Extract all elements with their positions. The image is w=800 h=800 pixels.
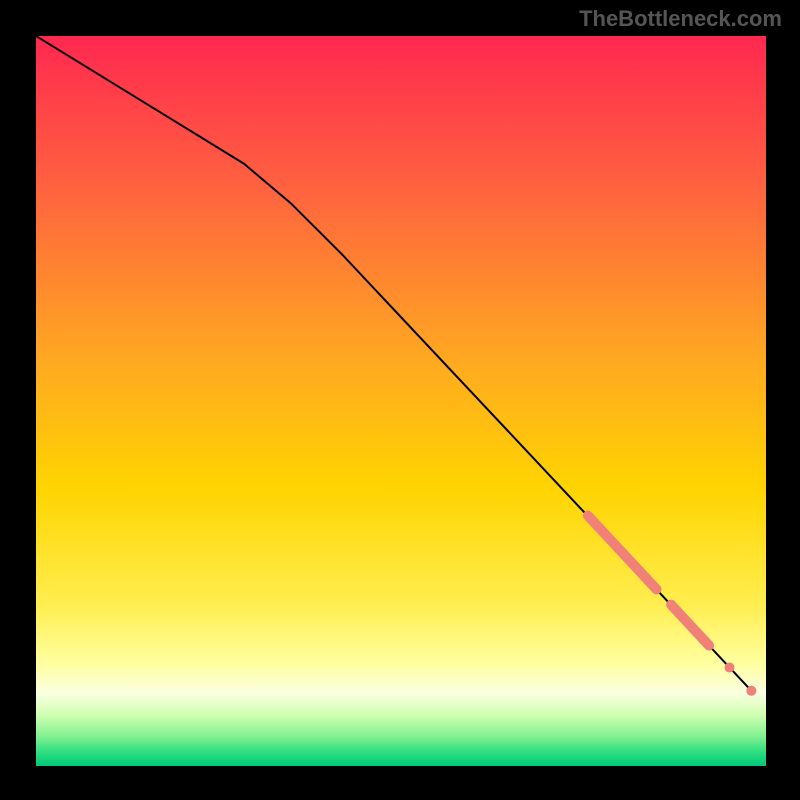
chart-container: TheBottleneck.com	[0, 0, 800, 800]
marker-dot	[746, 686, 756, 696]
marker-dot	[725, 662, 735, 672]
chart-svg	[36, 36, 766, 766]
chart-plot-area	[36, 36, 766, 766]
watermark-text: TheBottleneck.com	[579, 6, 782, 32]
gradient-background	[36, 36, 766, 766]
